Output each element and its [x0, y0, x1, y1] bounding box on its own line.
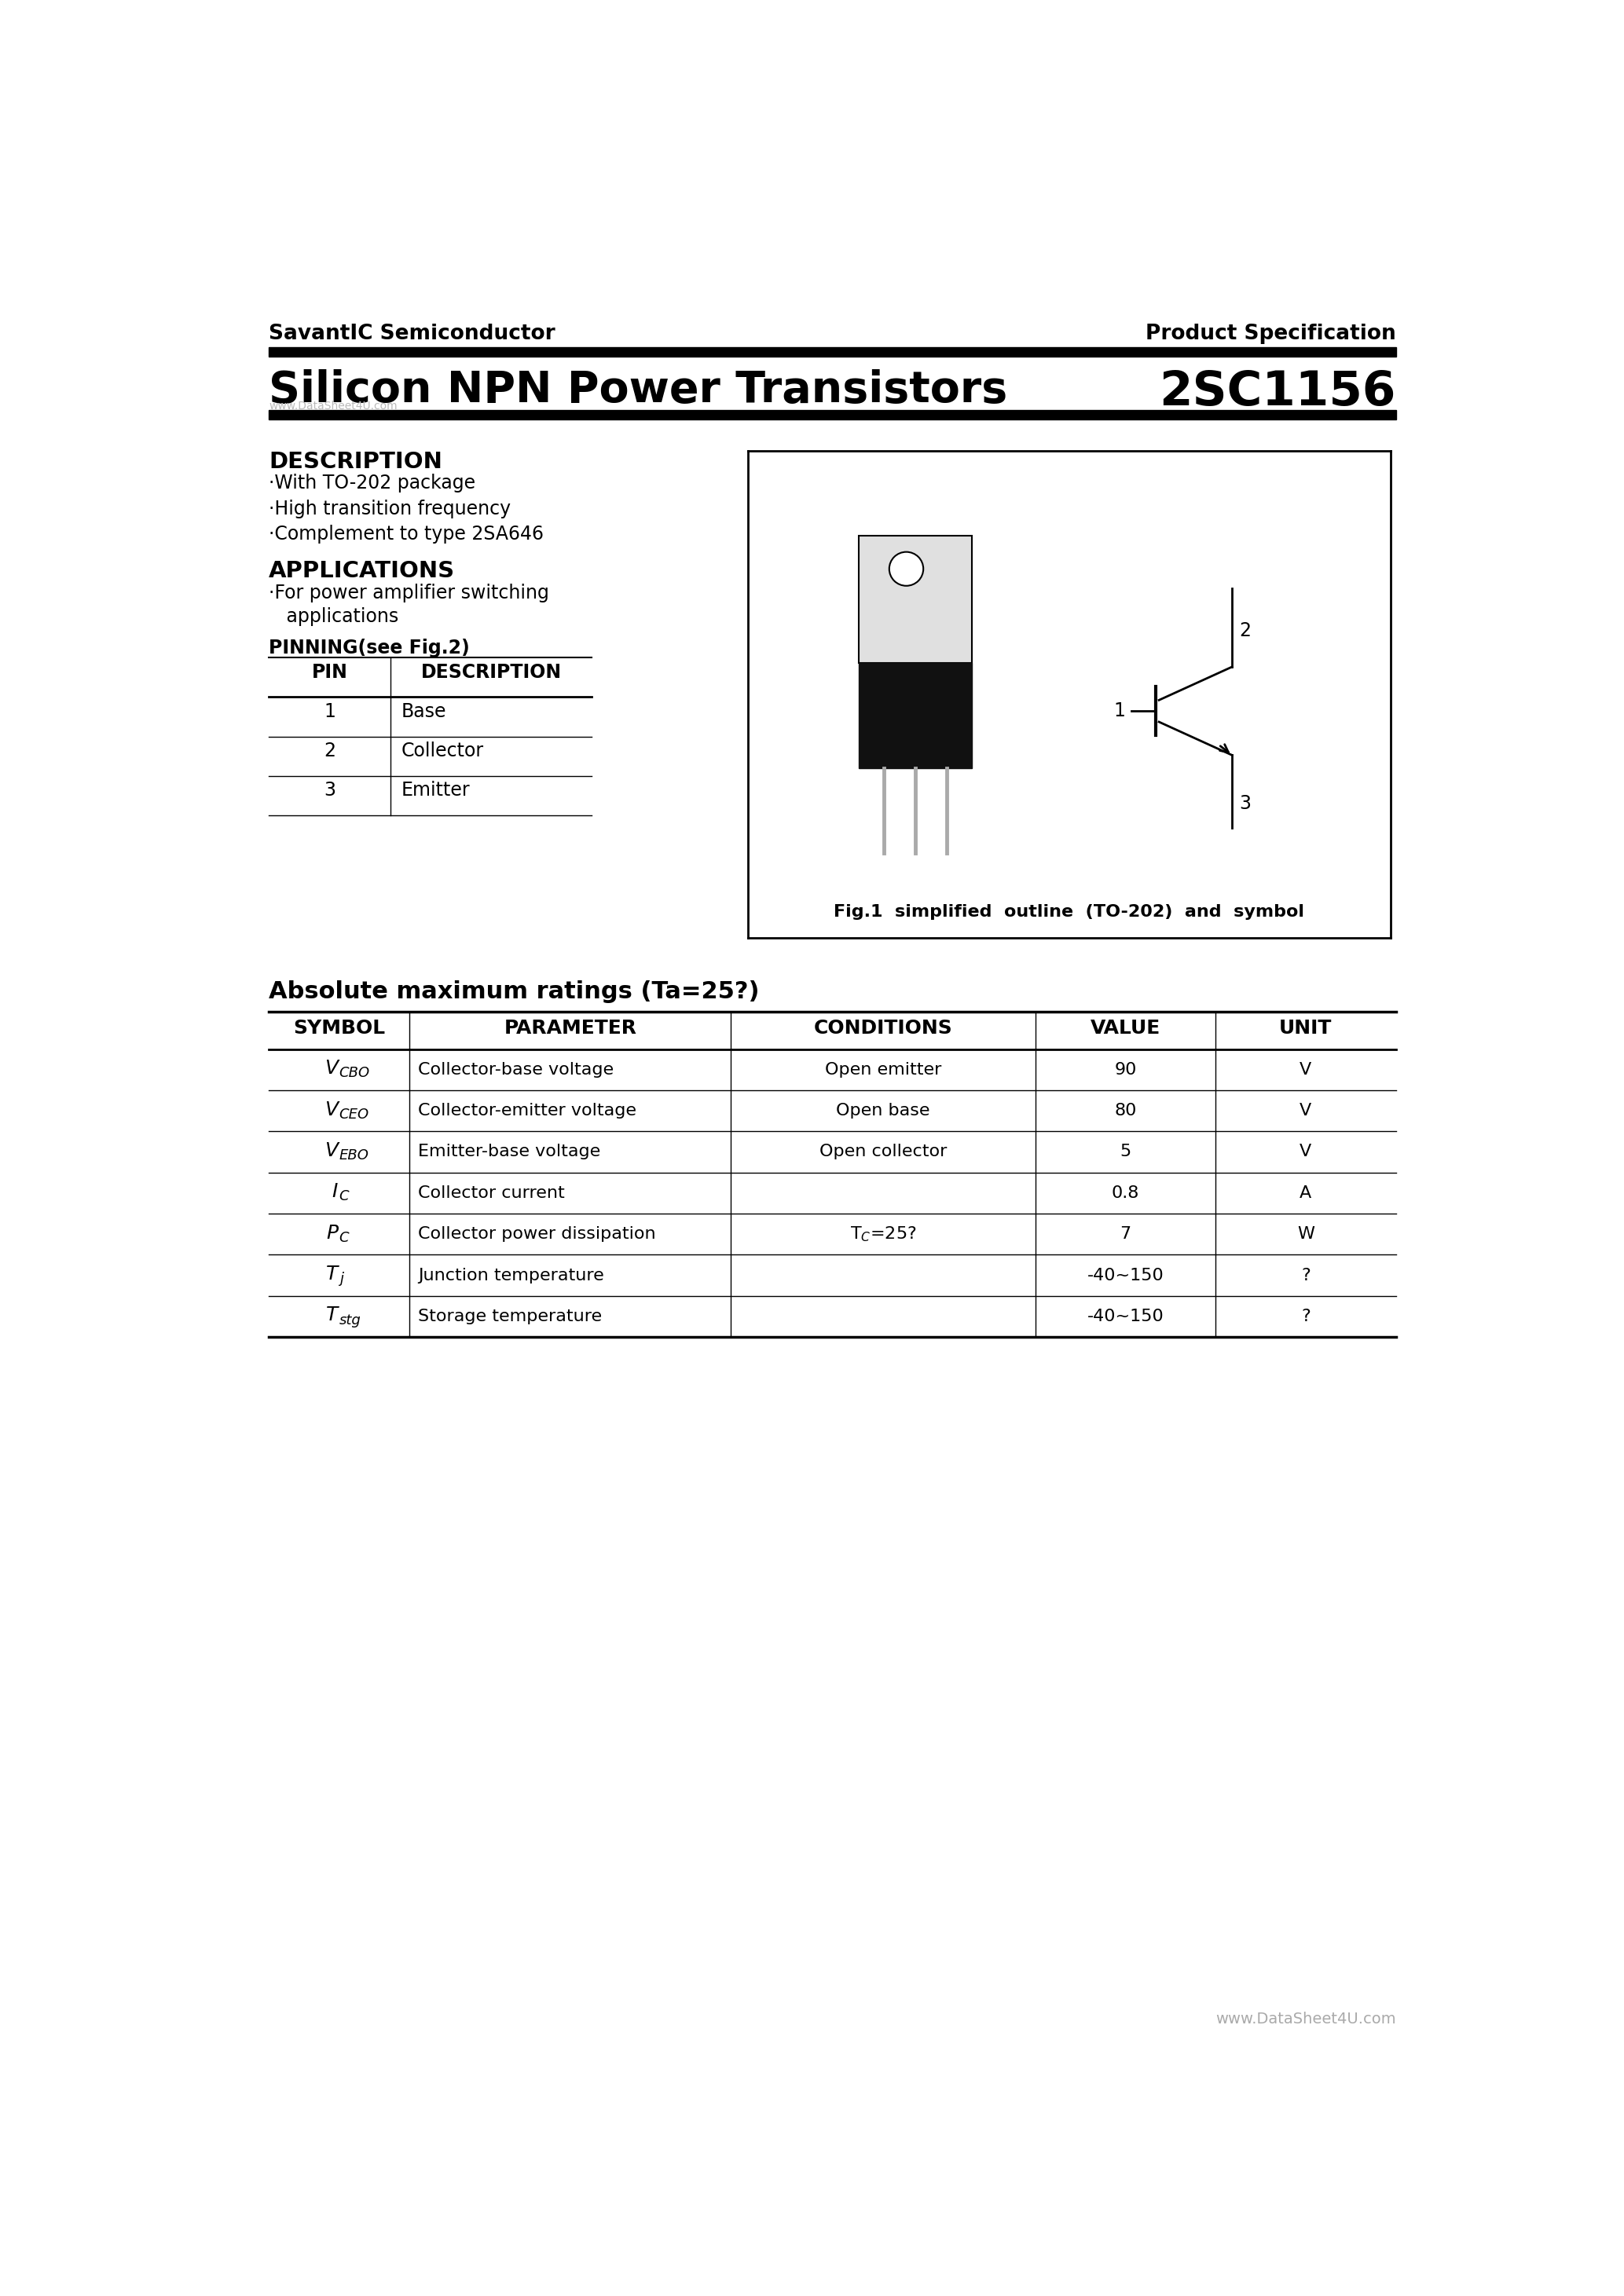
Text: PARAMETER: PARAMETER: [503, 1019, 637, 1038]
Text: Product Specification: Product Specification: [1145, 324, 1397, 344]
Text: T: T: [326, 1265, 338, 1283]
Text: ?: ?: [1301, 1267, 1311, 1283]
Text: Collector: Collector: [401, 742, 484, 760]
Text: 90: 90: [1114, 1061, 1137, 1077]
Text: A: A: [1299, 1185, 1312, 1201]
Text: Base: Base: [401, 703, 447, 721]
Text: 7: 7: [1121, 1226, 1130, 1242]
Text: Silicon NPN Power Transistors: Silicon NPN Power Transistors: [268, 370, 1007, 411]
Text: DESCRIPTION: DESCRIPTION: [421, 664, 562, 682]
Text: APPLICATIONS: APPLICATIONS: [268, 560, 455, 581]
Text: P: P: [326, 1224, 338, 1242]
Text: -40~150: -40~150: [1086, 1267, 1164, 1283]
Text: V: V: [1299, 1143, 1312, 1159]
Text: PIN: PIN: [312, 664, 348, 682]
Text: 2: 2: [323, 742, 336, 760]
Text: Open base: Open base: [836, 1102, 931, 1118]
Text: stg: stg: [339, 1313, 361, 1327]
Text: Collector power dissipation: Collector power dissipation: [417, 1226, 656, 1242]
Text: Open collector: Open collector: [818, 1143, 947, 1159]
Text: Storage temperature: Storage temperature: [417, 1309, 603, 1325]
Text: www.DataSheet4U.com: www.DataSheet4U.com: [1215, 2011, 1397, 2027]
Polygon shape: [859, 535, 971, 664]
Text: 1: 1: [323, 703, 336, 721]
Text: V: V: [1299, 1102, 1312, 1118]
Text: 1: 1: [1114, 703, 1125, 721]
Text: DESCRIPTION: DESCRIPTION: [268, 450, 442, 473]
Text: VALUE: VALUE: [1090, 1019, 1161, 1038]
Text: -40~150: -40~150: [1086, 1309, 1164, 1325]
Text: Fig.1  simplified  outline  (TO-202)  and  symbol: Fig.1 simplified outline (TO-202) and sy…: [833, 905, 1304, 921]
Text: 2SC1156: 2SC1156: [1160, 370, 1397, 416]
Text: 3: 3: [323, 781, 336, 799]
Text: j: j: [339, 1272, 343, 1286]
Text: Emitter: Emitter: [401, 781, 471, 799]
Text: ·Complement to type 2SA646: ·Complement to type 2SA646: [268, 526, 544, 544]
Text: 80: 80: [1114, 1102, 1137, 1118]
Text: ?: ?: [1301, 1309, 1311, 1325]
Text: ·With TO-202 package: ·With TO-202 package: [268, 473, 476, 494]
Text: V: V: [325, 1058, 338, 1077]
Text: V: V: [325, 1100, 338, 1118]
Text: 2: 2: [1239, 622, 1250, 641]
Bar: [268, 347, 1397, 356]
Text: 3: 3: [1239, 794, 1250, 813]
Text: Junction temperature: Junction temperature: [417, 1267, 604, 1283]
Text: 5: 5: [1119, 1143, 1130, 1159]
Bar: [268, 409, 1397, 420]
Text: EBO: EBO: [339, 1148, 369, 1162]
Text: ·For power amplifier switching: ·For power amplifier switching: [268, 583, 549, 604]
Text: CEO: CEO: [339, 1107, 369, 1120]
Text: SYMBOL: SYMBOL: [294, 1019, 385, 1038]
Text: applications: applications: [268, 606, 398, 627]
Text: Collector-base voltage: Collector-base voltage: [417, 1061, 614, 1077]
Circle shape: [890, 551, 924, 585]
Text: SavantIC Semiconductor: SavantIC Semiconductor: [268, 324, 555, 344]
Text: Collector-emitter voltage: Collector-emitter voltage: [417, 1102, 637, 1118]
Text: T$_C$=25?: T$_C$=25?: [849, 1224, 916, 1244]
Text: CONDITIONS: CONDITIONS: [814, 1019, 952, 1038]
Text: V: V: [325, 1141, 338, 1159]
Text: T: T: [326, 1306, 338, 1325]
Polygon shape: [859, 664, 971, 769]
Text: 0.8: 0.8: [1111, 1185, 1140, 1201]
Text: Open emitter: Open emitter: [825, 1061, 942, 1077]
Text: I: I: [333, 1182, 338, 1201]
Text: ·High transition frequency: ·High transition frequency: [268, 498, 512, 519]
Text: Emitter-base voltage: Emitter-base voltage: [417, 1143, 601, 1159]
Text: CBO: CBO: [339, 1065, 370, 1081]
Text: UNIT: UNIT: [1280, 1019, 1332, 1038]
Text: W: W: [1298, 1226, 1314, 1242]
Text: www.DataSheet4U.com: www.DataSheet4U.com: [268, 402, 398, 411]
Text: PINNING(see Fig.2): PINNING(see Fig.2): [268, 638, 469, 657]
Text: C: C: [339, 1231, 349, 1244]
Text: C: C: [339, 1189, 349, 1203]
Text: Collector current: Collector current: [417, 1185, 565, 1201]
Text: Absolute maximum ratings (Ta=25?): Absolute maximum ratings (Ta=25?): [268, 980, 760, 1003]
Text: V: V: [1299, 1061, 1312, 1077]
